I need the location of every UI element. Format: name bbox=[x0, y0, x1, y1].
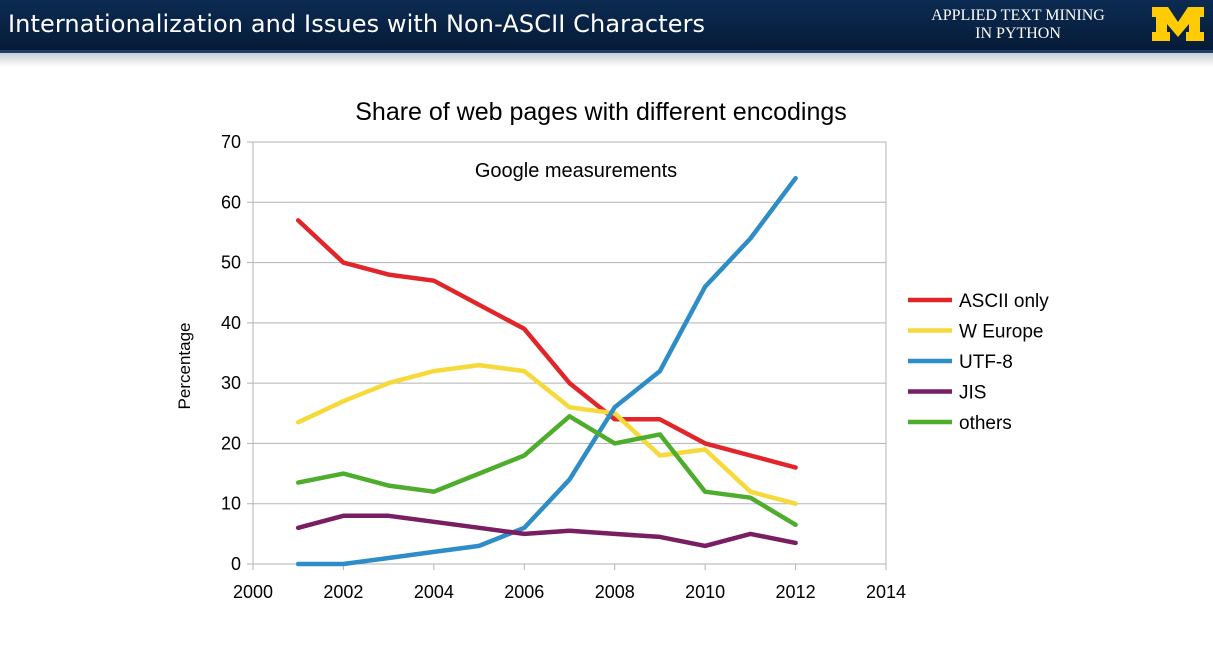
x-tick-label: 2006 bbox=[504, 582, 544, 602]
legend-label-others: others bbox=[959, 413, 1012, 434]
plot-area-frame bbox=[252, 141, 887, 565]
y-tick-label: 20 bbox=[221, 433, 241, 453]
slide-title: Internationalization and Issues with Non… bbox=[8, 10, 706, 38]
tick-label-layer: 0 10 20 30 40 50 60 70 2000 2002 2004 2006 2008 2010 2… bbox=[221, 132, 906, 602]
title-bar-shadow bbox=[0, 53, 1213, 67]
chart-title: Share of web pages with different encodi… bbox=[355, 98, 847, 126]
x-tick-label: 2008 bbox=[595, 582, 635, 602]
title-bar: Internationalization and Issues with Non… bbox=[0, 0, 1213, 53]
series-line-others bbox=[295, 414, 798, 528]
series-line-utf-8 bbox=[295, 175, 798, 567]
y-tick-label: 10 bbox=[221, 494, 241, 514]
legend: ASCII only W Europe UTF-8 JIS others bbox=[908, 291, 1049, 434]
y-axis-label: Percentage bbox=[175, 323, 194, 410]
x-tick-label: 2000 bbox=[233, 582, 273, 602]
series-line-jis bbox=[295, 513, 798, 549]
legend-label-utf-8: UTF-8 bbox=[959, 352, 1013, 373]
chart-annotation: Google measurements bbox=[475, 160, 677, 182]
x-tick-label: 2010 bbox=[685, 582, 725, 602]
x-tick-label: 2002 bbox=[323, 582, 363, 602]
y-tick-label: 40 bbox=[221, 313, 241, 333]
x-tick-label: 2014 bbox=[866, 582, 906, 602]
legend-label-ascii-only: ASCII only bbox=[959, 291, 1049, 312]
legend-label-jis: JIS bbox=[959, 383, 986, 404]
course-name-line1: APPLIED TEXT MINING bbox=[931, 7, 1105, 24]
course-name-line2: IN PYTHON bbox=[975, 25, 1061, 42]
legend-label-w-europe: W Europe bbox=[959, 322, 1043, 343]
series-layer bbox=[295, 175, 798, 567]
y-tick-label: 30 bbox=[221, 373, 241, 393]
x-tick-label: 2004 bbox=[414, 582, 454, 602]
michigan-block-m-logo-icon bbox=[1152, 7, 1204, 41]
series-line-ascii-only bbox=[295, 218, 798, 470]
y-tick-label: 60 bbox=[221, 192, 241, 212]
y-tick-label: 0 bbox=[231, 554, 241, 574]
series-line-w-europe bbox=[295, 362, 798, 506]
course-name: APPLIED TEXT MINING IN PYTHON bbox=[902, 7, 1134, 43]
y-tick-label: 50 bbox=[221, 253, 241, 273]
x-tick-label: 2012 bbox=[776, 582, 816, 602]
block-m-shape bbox=[1152, 7, 1204, 41]
grid-layer bbox=[247, 141, 887, 570]
y-tick-label: 70 bbox=[221, 132, 241, 152]
